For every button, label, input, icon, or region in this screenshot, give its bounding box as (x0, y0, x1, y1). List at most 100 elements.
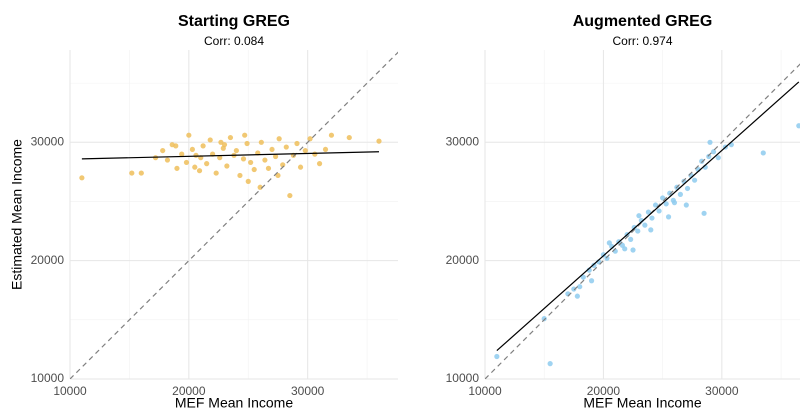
point (692, 177, 698, 183)
point (189, 146, 196, 153)
point (645, 209, 652, 215)
point (294, 140, 300, 147)
point (192, 164, 198, 170)
point (600, 252, 607, 258)
y-axis-title: Estimated Mean Income (9, 139, 25, 290)
point (217, 155, 223, 161)
point (269, 146, 275, 153)
point (707, 139, 713, 145)
point (160, 147, 166, 154)
point (200, 143, 206, 149)
point (196, 168, 203, 174)
point (760, 150, 766, 156)
point (251, 166, 257, 173)
plot-area (70, 51, 398, 379)
point (307, 136, 313, 142)
x-tick-label: 10000 (468, 384, 502, 398)
point (79, 175, 85, 181)
point (663, 201, 669, 207)
x-tick-label: 10000 (53, 384, 87, 398)
point (213, 170, 219, 176)
point (312, 151, 318, 157)
chart-subtitle: Corr: 0.084 (204, 34, 264, 48)
point (683, 202, 689, 208)
point (287, 192, 293, 199)
point (671, 200, 678, 206)
point (648, 227, 654, 233)
point (244, 140, 250, 147)
point (580, 274, 586, 280)
point (164, 157, 171, 163)
point (183, 159, 190, 166)
point (684, 185, 691, 192)
point (173, 143, 179, 149)
x-axis-title: MEF Mean Income (583, 395, 701, 411)
point (265, 165, 272, 171)
point (204, 161, 210, 167)
point (224, 163, 230, 169)
fit-line (81, 151, 379, 160)
point (649, 215, 655, 221)
point (237, 172, 243, 179)
reference-line (70, 51, 398, 379)
point (652, 202, 659, 208)
point (258, 139, 264, 145)
point (701, 210, 707, 216)
chart-title: Augmented GREG (573, 13, 713, 30)
point (227, 134, 234, 141)
point (636, 213, 642, 219)
point (710, 149, 717, 155)
point (245, 178, 251, 184)
point (297, 164, 304, 170)
point (328, 132, 335, 138)
point (233, 147, 239, 154)
point (316, 161, 323, 167)
chart-subtitle: Corr: 0.974 (612, 34, 672, 48)
y-tick-label: 10000 (446, 371, 480, 385)
x-axis-title: MEF Mean Income (175, 395, 293, 411)
point (577, 284, 583, 290)
point (218, 139, 224, 145)
point (588, 278, 595, 284)
point (604, 255, 610, 261)
point (275, 172, 281, 179)
point (207, 137, 213, 143)
reference-line (485, 63, 800, 379)
point (302, 147, 308, 154)
point (494, 353, 500, 360)
point (660, 195, 666, 201)
point (796, 123, 800, 129)
point (174, 165, 180, 171)
point (240, 156, 247, 162)
point (272, 153, 279, 160)
fit-line (496, 81, 800, 352)
y-tick-label: 30000 (446, 134, 480, 148)
point (138, 170, 144, 176)
x-tick-label: 30000 (705, 384, 739, 398)
y-tick-label: 30000 (31, 134, 65, 148)
point (574, 293, 580, 299)
point (376, 138, 382, 144)
point (715, 155, 721, 161)
point (248, 159, 254, 166)
point (346, 134, 352, 141)
point (665, 214, 672, 220)
point (630, 247, 636, 253)
point (677, 191, 683, 197)
point (283, 144, 289, 150)
x-tick-label: 20000 (172, 384, 206, 398)
point (606, 240, 612, 246)
point (186, 132, 192, 138)
point (667, 190, 673, 196)
point (622, 246, 628, 252)
plot-area (485, 63, 800, 379)
point (179, 151, 185, 157)
point (571, 286, 577, 292)
y-tick-label: 20000 (31, 253, 65, 267)
point (642, 222, 648, 228)
point (635, 228, 641, 234)
point (541, 316, 547, 322)
x-tick-label: 30000 (291, 384, 325, 398)
point (656, 208, 662, 214)
point (591, 262, 597, 268)
